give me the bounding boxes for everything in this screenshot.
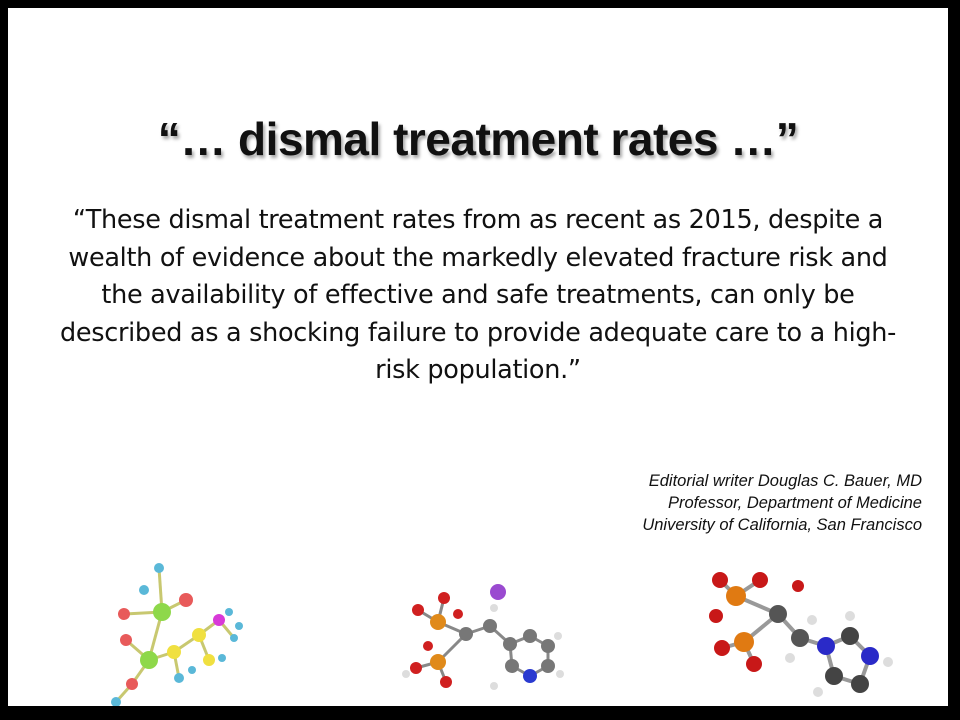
molecule-image-3 (700, 566, 900, 706)
attribution: Editorial writer Douglas C. Bauer, MD Pr… (642, 470, 922, 536)
slide: “… dismal treatment rates …” “These dism… (8, 8, 948, 706)
slide-title: “… dismal treatment rates …” (157, 113, 799, 165)
attribution-line-institution: University of California, San Francisco (642, 516, 922, 534)
attribution-line-position: Professor, Department of Medicine (667, 494, 922, 512)
molecule-image-2 (402, 584, 564, 690)
attribution-line-author: Editorial writer Douglas C. Bauer, MD (648, 472, 922, 490)
quote-text: “These dismal treatment rates from as re… (59, 205, 897, 385)
molecule-image-1 (111, 563, 243, 706)
